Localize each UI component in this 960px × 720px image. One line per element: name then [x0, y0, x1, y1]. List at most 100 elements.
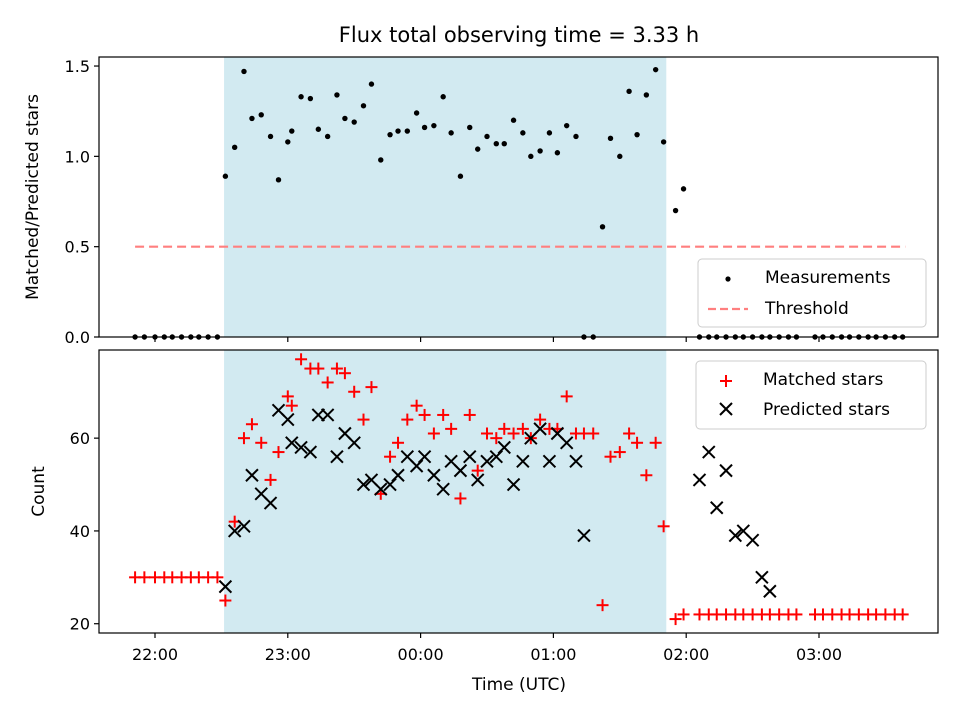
- measurement-point: [413, 110, 420, 116]
- bottom-x-axis: 22:00 23:00 00:00 01:00 02:00 03:00: [132, 633, 842, 664]
- matched-star-point: [631, 436, 644, 449]
- matched-star-point: [211, 571, 224, 584]
- matched-star-point: [669, 613, 682, 626]
- top-panel: 0.0 0.5 1.0 1.5 Matched/Predicted stars Mea…: [23, 56, 939, 347]
- y-tick-label: 40: [70, 522, 90, 541]
- chart-title: Flux total observing time = 3.33 h: [339, 23, 699, 47]
- predicted-star-point: [480, 454, 494, 469]
- y-tick-label: 1.0: [65, 147, 90, 166]
- measurement-point: [475, 146, 481, 152]
- matched-stars-series: [129, 353, 909, 626]
- matched-star-point: [357, 413, 370, 426]
- matched-star-point: [219, 594, 232, 607]
- predicted-star-point: [245, 468, 259, 482]
- predicted-star-point: [436, 482, 450, 496]
- bottom-y-axis: 20 40 60: [70, 429, 99, 634]
- measurement-point: [448, 130, 454, 136]
- matched-star-point: [507, 427, 520, 440]
- measurement-point: [289, 128, 295, 134]
- measurement-point: [285, 139, 291, 145]
- bottom-panel: 20 40 60 22:00 23:00 00:00 01:00 02:00 03:00 Co…: [29, 349, 939, 695]
- predicted-star-point: [506, 477, 521, 492]
- measurement-point: [672, 207, 679, 214]
- matched-star-point: [534, 413, 547, 426]
- matched-star-point: [498, 422, 511, 435]
- predicted-star-point: [227, 524, 242, 538]
- matched-star-point: [245, 418, 258, 431]
- matched-star-point: [604, 450, 617, 463]
- matched-star-point: [401, 413, 414, 426]
- predicted-star-point: [755, 570, 769, 585]
- measurement-point: [643, 92, 650, 98]
- measurement-point: [351, 119, 357, 125]
- measurement-point: [440, 94, 446, 100]
- matched-star-point: [471, 464, 484, 477]
- measurement-point: [563, 122, 570, 129]
- matched-star-point: [392, 436, 405, 449]
- matched-star-point: [427, 427, 440, 440]
- measurement-point: [617, 153, 623, 160]
- predicted-star-point: [463, 449, 477, 464]
- matched-star-point: [272, 446, 285, 459]
- predicted-star-point: [320, 408, 335, 422]
- matched-star-point: [312, 362, 325, 375]
- predicted-star-point: [391, 468, 405, 482]
- measurement-point: [493, 141, 499, 147]
- measurement-point: [554, 150, 561, 156]
- x-tick-label: 01:00: [530, 645, 576, 664]
- measurement-point: [241, 68, 247, 75]
- matched-star-point: [418, 408, 431, 421]
- measurement-point: [231, 144, 238, 151]
- measurement-point: [652, 66, 659, 73]
- measurement-point: [324, 133, 331, 140]
- measurement-point: [315, 126, 322, 132]
- matched-star-point: [790, 608, 803, 621]
- matched-star-point: [454, 492, 467, 505]
- matched-star-point: [596, 599, 609, 612]
- matched-star-point: [365, 381, 378, 394]
- bottom-legend-box: [695, 360, 927, 430]
- y-tick-label: 20: [70, 615, 90, 634]
- measurement-point: [342, 115, 348, 122]
- measurement-point: [634, 131, 640, 138]
- measurement-point: [599, 224, 606, 230]
- y-tick-label: 0.5: [65, 238, 90, 257]
- measurement-point: [387, 131, 393, 138]
- legend-x-icon: [719, 402, 733, 416]
- matched-star-point: [321, 376, 334, 389]
- measurement-point: [222, 173, 229, 179]
- measurement-point: [484, 133, 490, 140]
- measurement-point: [626, 88, 632, 95]
- predicted-star-point: [303, 445, 318, 459]
- matched-star-point: [437, 408, 450, 421]
- predicted-star-point: [218, 579, 233, 594]
- predicted-star-point: [728, 528, 743, 543]
- measurement-point: [510, 117, 517, 123]
- predicted-star-point: [427, 468, 441, 482]
- y-tick-label: 0.0: [65, 328, 90, 347]
- top-x-ticks: [154, 337, 820, 342]
- measurement-point: [467, 124, 473, 131]
- matched-star-point: [348, 385, 361, 398]
- predicted-star-point: [702, 445, 716, 459]
- x-tick-label: 03:00: [796, 645, 842, 664]
- measurement-point: [298, 94, 304, 100]
- measurement-point: [546, 130, 553, 136]
- measurement-point: [421, 124, 428, 131]
- predicted-star-point: [453, 463, 468, 478]
- matched-star-point: [264, 473, 277, 486]
- measurement-point: [537, 148, 543, 154]
- x-tick-label: 00:00: [398, 645, 444, 664]
- measurement-point: [501, 141, 507, 147]
- matched-star-point: [657, 520, 670, 533]
- predicted-star-point: [745, 533, 760, 547]
- measurements-series: [132, 66, 906, 340]
- predicted-star-point: [497, 440, 511, 455]
- bottom-legend: Matched stars Predicted stars: [695, 360, 927, 430]
- x-tick-label: 23:00: [265, 645, 311, 664]
- matched-star-point: [481, 427, 493, 440]
- predicted-star-point: [542, 454, 557, 469]
- top-y-axis: 0.0 0.5 1.0 1.5: [65, 57, 99, 347]
